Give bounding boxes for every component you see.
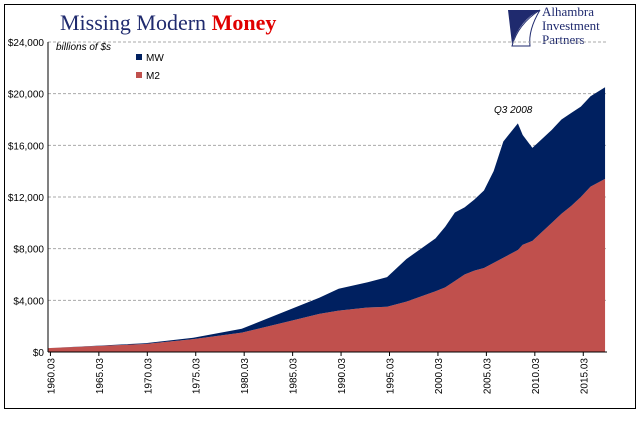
x-tick-label: 1970.03 — [143, 358, 154, 395]
x-tick-label: 1995.03 — [386, 358, 397, 395]
title-main: Missing Modern — [60, 10, 206, 35]
x-tick-label: 1990.03 — [337, 358, 348, 395]
x-tick-label: 2000.03 — [434, 358, 445, 395]
x-tick-label: 1965.03 — [95, 358, 106, 395]
x-tick-label: 1975.03 — [192, 358, 203, 395]
chart-title: Missing Modern Money — [60, 10, 276, 35]
y-tick-label: $0 — [33, 348, 45, 359]
area — [48, 87, 606, 349]
logo-text: Investment — [542, 18, 600, 33]
x-tick-label: 2010.03 — [531, 358, 542, 395]
y-tick-label: $20,000 — [8, 90, 45, 101]
logo-mark — [511, 9, 541, 47]
subtitle: billions of $s — [56, 42, 111, 53]
area — [48, 178, 606, 352]
logo-text: Alhambra — [542, 4, 594, 19]
frame — [4, 4, 636, 409]
x-tick-label: 1960.03 — [46, 358, 57, 395]
y-tick-label: $16,000 — [8, 141, 45, 152]
y-tick-label: $12,000 — [8, 193, 45, 204]
x-tick-label: 1980.03 — [240, 358, 251, 395]
legend-label: M2 — [146, 71, 160, 82]
y-tick-label: $24,000 — [8, 38, 45, 49]
title-emphasis: Money — [212, 10, 277, 35]
legend-swatch — [136, 72, 142, 78]
y-tick-label: $8,000 — [13, 245, 44, 256]
y-tick-label: $4,000 — [13, 296, 44, 307]
annotation: Q3 2008 — [494, 105, 533, 116]
logo-text: Partners — [542, 32, 585, 47]
logo-mark — [508, 10, 540, 44]
x-tick-label: 1985.03 — [289, 358, 300, 395]
legend-swatch — [136, 54, 142, 60]
legend-label: MW — [146, 53, 164, 64]
x-tick-label: 2015.03 — [579, 358, 590, 395]
x-tick-label: 2005.03 — [482, 358, 493, 395]
